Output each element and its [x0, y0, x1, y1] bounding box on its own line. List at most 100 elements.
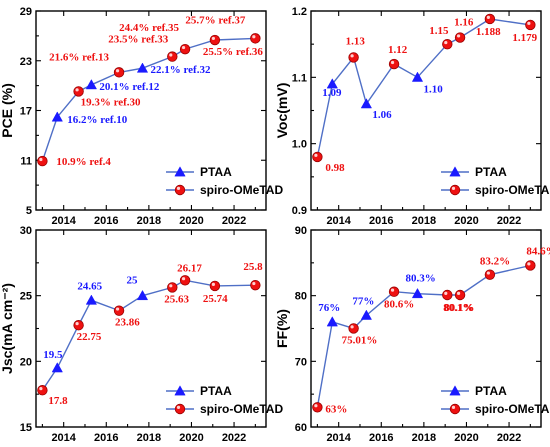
legend-spiro-marker	[449, 403, 461, 415]
y-tick-label: 0.9	[292, 205, 307, 217]
spiro-point-highlight	[350, 325, 354, 329]
series-line	[41, 37, 256, 162]
legend: PTAA spiro-OMeTAD	[441, 165, 550, 197]
spiro-point-highlight	[350, 54, 354, 58]
legend-spiro-label: spiro-OMeTAD	[200, 183, 283, 197]
spiro-point-highlight	[314, 153, 318, 157]
chart-panel-4: 2014 2016 2018 2020 2022 60 70 80 90 FF(%) 63% 76% 7…	[274, 225, 550, 444]
y-tick-label: 60	[295, 422, 307, 434]
spiro-point-highlight	[39, 387, 43, 391]
ptaa-point	[85, 294, 97, 305]
y-tick-label: 23	[20, 56, 32, 68]
ptaa-point	[360, 98, 372, 109]
chart-panel-3: 2014 2016 2018 2020 2022 15 20 25 30 Jsc(mA cm⁻²)…	[0, 225, 283, 444]
spiro-point-highlight	[456, 34, 461, 38]
data-label: 25.74	[203, 293, 228, 305]
x-tick-label: 2018	[137, 432, 161, 444]
data-label: 63%	[325, 403, 347, 415]
y-tick-label: 90	[295, 225, 307, 237]
data-label: 24.65	[77, 280, 102, 292]
y-tick-label: 70	[295, 356, 307, 368]
ptaa-point	[360, 309, 372, 320]
legend-spiro-marker-highlight	[451, 186, 456, 190]
spiro-point-highlight	[181, 45, 186, 50]
legend-spiro-label: spiro-OMeTAD	[475, 402, 550, 416]
legend-ptaa-marker	[449, 385, 461, 396]
x-tick-label: 2016	[94, 432, 118, 444]
x-tick-label: 2014	[51, 215, 76, 227]
legend-spiro-marker-highlight	[176, 405, 181, 409]
data-label: 25.8	[243, 261, 263, 273]
spiro-point-highlight	[211, 36, 215, 41]
data-label: 76%	[318, 302, 340, 314]
x-tick-label: 2014	[51, 432, 76, 444]
spiro-point	[388, 286, 400, 297]
x-tick-label: 2020	[454, 432, 478, 444]
y-axis-label: PCE (%)	[0, 83, 15, 137]
ptaa-point	[136, 289, 149, 301]
spiro-point	[113, 67, 125, 78]
spiro-point-highlight	[115, 69, 120, 73]
data-label: 10.9% ref.4	[56, 156, 111, 168]
series-line	[316, 264, 531, 408]
ptaa-point	[411, 71, 424, 82]
data-label: 1.15	[429, 25, 449, 37]
legend-ptaa-marker	[449, 166, 461, 177]
spiro-point	[209, 280, 221, 292]
legend-ptaa-marker	[174, 385, 186, 396]
spiro-point	[113, 305, 125, 316]
ptaa-point	[51, 362, 63, 373]
spiro-point	[312, 402, 323, 413]
spiro-point-highlight	[169, 284, 173, 288]
x-tick-label: 2014	[326, 432, 351, 444]
data-label: 19.5	[43, 349, 63, 361]
chart-panel-2: 2014 2016 2018 2020 2022 0.9 1.0 1.1 1.2 Voc(mV) 0…	[274, 6, 550, 227]
legend-spiro-marker-highlight	[451, 405, 456, 409]
spiro-point-highlight	[181, 277, 186, 281]
spiro-point	[348, 52, 359, 63]
data-label: 84.6%	[526, 245, 550, 257]
x-tick-label: 2020	[179, 215, 203, 227]
spiro-point	[442, 38, 453, 50]
data-label: 1.188	[476, 26, 501, 38]
y-tick-label: 1.1	[292, 72, 307, 84]
y-tick-label: 15	[20, 422, 32, 434]
data-label: 21.6% ref.13	[49, 51, 109, 63]
legend-ptaa-label: PTAA	[475, 165, 507, 179]
ptaa-point	[326, 316, 338, 327]
x-tick-label: 2022	[222, 432, 246, 444]
spiro-point	[37, 155, 48, 167]
data-label: 22.1% ref.32	[150, 64, 210, 76]
spiro-point	[167, 51, 178, 62]
y-tick-label: 5	[26, 205, 32, 217]
data-label: 80.3%	[405, 273, 435, 285]
spiro-point	[454, 289, 466, 301]
spiro-point	[73, 320, 84, 331]
spiro-point	[250, 279, 261, 291]
x-tick-label: 2016	[369, 432, 393, 444]
x-tick-label: 2016	[369, 215, 393, 227]
legend: PTAA spiro-OMeTAD	[166, 165, 283, 197]
data-label: 23.5% ref.33	[108, 34, 168, 46]
spiro-point-highlight	[486, 15, 490, 19]
spiro-point	[525, 260, 536, 271]
spiro-point	[348, 323, 359, 334]
ptaa-point	[51, 111, 63, 122]
data-label: 20.1% ref.12	[99, 81, 159, 93]
y-tick-label: 1.2	[292, 6, 307, 18]
data-label: 1.16	[454, 17, 474, 29]
y-tick-label: 29	[20, 6, 32, 18]
spiro-point	[73, 86, 84, 97]
data-label: 1.10	[423, 83, 443, 95]
series-line	[41, 279, 256, 391]
spiro-point-highlight	[390, 288, 395, 292]
spiro-point-highlight	[169, 53, 173, 57]
y-tick-label: 11	[20, 155, 32, 167]
x-tick-label: 2018	[137, 215, 161, 227]
data-label: 1.179	[512, 32, 537, 44]
data-label: 25.63	[164, 293, 189, 305]
data-label: 77%	[352, 295, 374, 307]
legend-ptaa-label: PTAA	[200, 165, 232, 179]
legend-spiro-marker	[174, 403, 186, 415]
spiro-point	[209, 34, 221, 46]
